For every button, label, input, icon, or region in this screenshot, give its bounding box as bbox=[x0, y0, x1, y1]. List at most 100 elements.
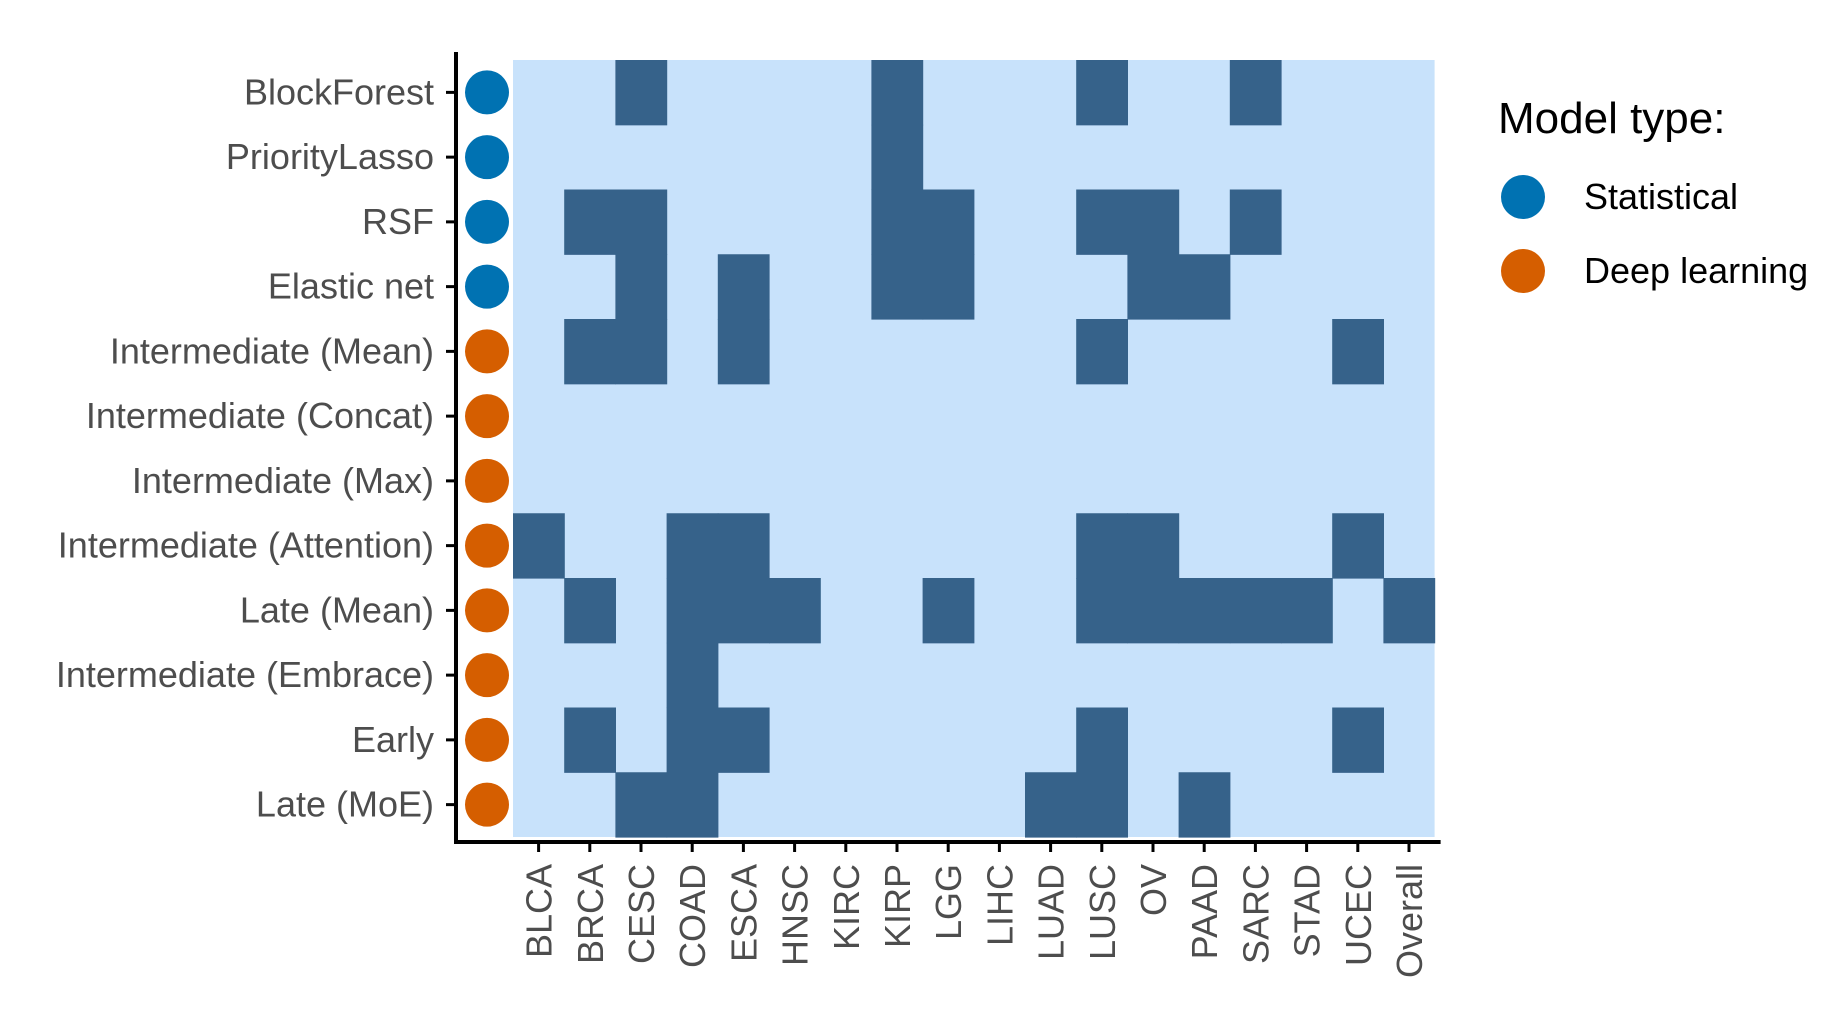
y-tick-label: PriorityLasso bbox=[226, 136, 434, 177]
x-axis-labels: BLCA BRCA CESC COAD ESCA HNSC KIRC KIRP LGG LIHC L… bbox=[519, 864, 1430, 978]
x-tick-label: HNSC bbox=[775, 864, 816, 966]
model-type-dot bbox=[465, 394, 509, 439]
heatmap-cell bbox=[871, 254, 924, 320]
y-tick-label: BlockForest bbox=[244, 71, 434, 112]
heatmap-cell bbox=[666, 642, 719, 709]
heatmap-cell bbox=[666, 707, 719, 773]
heatmap-cell bbox=[615, 254, 668, 320]
heatmap-cell bbox=[1229, 578, 1282, 644]
model-type-dot bbox=[465, 458, 509, 503]
heatmap-cell bbox=[717, 707, 770, 773]
heatmap-cell bbox=[1127, 254, 1180, 320]
y-tick-label: Late (Mean) bbox=[240, 589, 434, 630]
heatmap-cell bbox=[1229, 189, 1282, 255]
y-tick-label: Intermediate (Embrace) bbox=[56, 654, 434, 695]
heatmap-cell bbox=[1332, 513, 1384, 579]
x-tick-label: KIRC bbox=[826, 864, 867, 950]
y-axis-labels: BlockForest PriorityLasso RSF Elastic net In… bbox=[56, 71, 434, 824]
heatmap-cell bbox=[1332, 707, 1384, 773]
heatmap-cell bbox=[1076, 707, 1128, 773]
heatmap-cell bbox=[615, 319, 668, 385]
x-tick-label: LUSC bbox=[1082, 864, 1123, 960]
y-tick-label: Elastic net bbox=[268, 266, 434, 307]
x-tick-label: LUAD bbox=[1031, 864, 1072, 960]
x-tick-label: KIRP bbox=[877, 864, 918, 948]
model-type-dot bbox=[465, 653, 509, 698]
heatmap-cell bbox=[564, 578, 616, 644]
x-tick-label: LGG bbox=[928, 864, 969, 940]
heatmap-cell bbox=[1178, 578, 1231, 644]
model-type-dot bbox=[465, 264, 509, 309]
x-tick-label: Overall bbox=[1389, 864, 1430, 978]
x-tick-label: PAAD bbox=[1184, 864, 1225, 959]
heatmap-cell bbox=[1178, 254, 1231, 320]
heatmap-cell bbox=[564, 707, 616, 773]
heatmap-cell bbox=[615, 189, 668, 255]
x-tick-label: ESCA bbox=[723, 864, 764, 962]
heatmap-cell bbox=[1127, 513, 1180, 579]
model-type-dot bbox=[465, 135, 509, 180]
heatmap-cell bbox=[871, 60, 924, 126]
x-tick-label: SARC bbox=[1235, 864, 1276, 964]
x-tick-label: BLCA bbox=[519, 864, 560, 958]
y-tick-label: Intermediate (Concat) bbox=[86, 395, 434, 436]
heatmap-cell bbox=[1025, 772, 1077, 838]
x-tick-label: UCEC bbox=[1338, 864, 1379, 966]
heatmap-cell bbox=[1076, 578, 1128, 644]
y-tick-label: RSF bbox=[362, 201, 434, 242]
heatmap-cell bbox=[1229, 60, 1282, 126]
heatmap-cell bbox=[1383, 578, 1436, 644]
model-type-dots bbox=[465, 70, 509, 827]
heatmap-cell bbox=[717, 513, 770, 579]
heatmap-cell bbox=[1076, 772, 1128, 838]
heatmap-cell bbox=[666, 772, 719, 838]
y-tick-label: Intermediate (Mean) bbox=[110, 330, 434, 371]
heatmap-cell bbox=[513, 513, 565, 579]
legend-label: Statistical bbox=[1584, 176, 1738, 217]
heatmap-cell bbox=[1127, 578, 1180, 644]
heatmap-cell bbox=[1076, 189, 1128, 255]
legend-label: Deep learning bbox=[1584, 250, 1808, 291]
y-tick-label: Intermediate (Attention) bbox=[58, 525, 434, 566]
model-type-dot bbox=[465, 70, 509, 115]
model-type-dot bbox=[465, 588, 509, 633]
heatmap-cell bbox=[1127, 189, 1180, 255]
axes bbox=[446, 52, 1441, 852]
x-tick-label: LIHC bbox=[979, 864, 1020, 946]
heatmap-cell bbox=[1178, 772, 1231, 838]
model-type-dot bbox=[465, 782, 509, 827]
heatmap-cell bbox=[922, 254, 975, 320]
heatmap-cell bbox=[717, 254, 770, 320]
heatmap-cell bbox=[871, 124, 924, 191]
heatmap-cell bbox=[1332, 319, 1384, 385]
heatmap-cell bbox=[922, 189, 975, 255]
heatmap-cell bbox=[769, 578, 821, 644]
legend-title: Model type: bbox=[1498, 94, 1725, 143]
y-tick-label: Early bbox=[352, 719, 434, 760]
heatmap-background bbox=[513, 60, 1435, 837]
model-type-dot bbox=[465, 523, 509, 568]
heatmap-cell bbox=[1281, 578, 1333, 644]
heatmap-cell bbox=[666, 513, 719, 579]
heatmap-cell bbox=[615, 772, 668, 838]
model-type-dot bbox=[465, 199, 509, 244]
heatmap-cells bbox=[513, 60, 1436, 838]
legend: Model type: Statistical Deep learning bbox=[1498, 94, 1808, 293]
heatmap-cell bbox=[564, 189, 616, 255]
heatmap-cell bbox=[717, 578, 770, 644]
x-tick-label: COAD bbox=[672, 864, 713, 968]
x-tick-label: CESC bbox=[621, 864, 662, 964]
x-tick-label: BRCA bbox=[570, 864, 611, 964]
heatmap-cell bbox=[717, 319, 770, 385]
x-tick-label: STAD bbox=[1287, 864, 1328, 957]
heatmap-cell bbox=[564, 319, 616, 385]
model-type-dot bbox=[465, 329, 509, 374]
heatmap-cell bbox=[666, 578, 719, 644]
y-tick-label: Late (MoE) bbox=[256, 784, 434, 825]
legend-swatch bbox=[1501, 249, 1545, 293]
model-type-dot bbox=[465, 717, 509, 762]
heatmap-cell bbox=[1076, 513, 1128, 579]
heatmap-cell bbox=[1076, 319, 1128, 385]
x-tick-label: OV bbox=[1133, 864, 1174, 916]
